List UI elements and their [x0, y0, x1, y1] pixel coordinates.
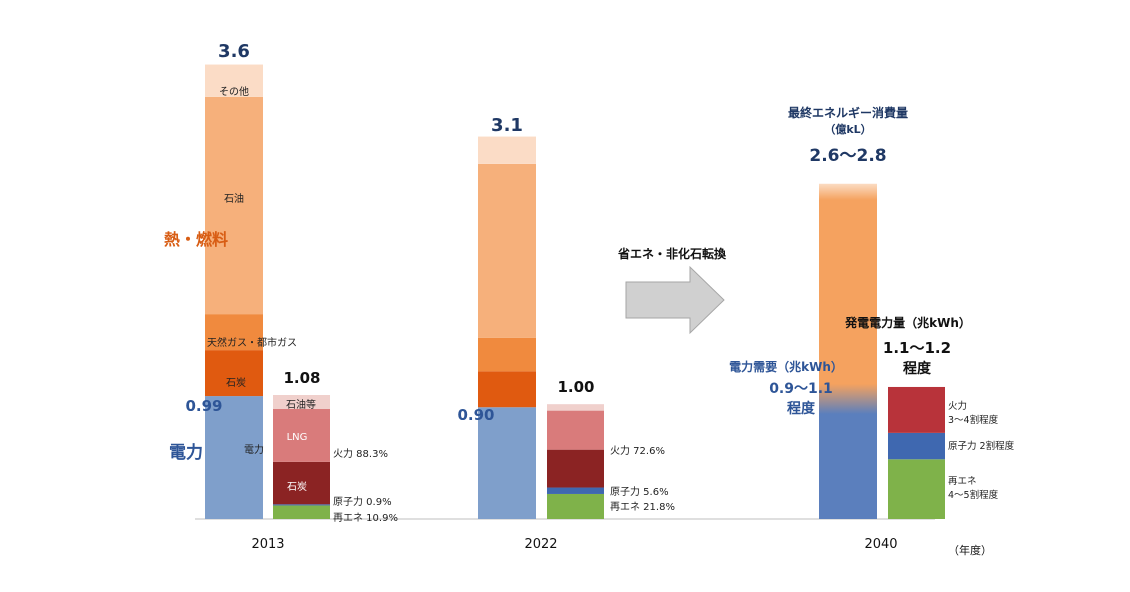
gen-bar-2022-oil: [547, 404, 604, 411]
energy-bar-2022-coal: [478, 371, 536, 408]
share-2022-renewable: 再エネ 21.8%: [610, 501, 675, 513]
heat-fuel-label: 熱・燃料: [164, 230, 228, 249]
demand-2013: 0.99: [185, 397, 222, 415]
total-2013: 3.6: [218, 41, 250, 62]
bar-2040-top-fade: [819, 174, 877, 200]
share-2022-thermal: 火力 72.6%: [610, 444, 665, 457]
energy-bar-2013-coal: [205, 350, 263, 397]
gen-label-coal: 石炭: [287, 481, 307, 493]
demand-title-2040: 電力需要（兆kWh）: [729, 359, 843, 374]
demand-2022: 0.90: [457, 406, 494, 424]
final-energy-bars: [205, 64, 877, 519]
bar-2040-blend: [819, 384, 877, 414]
gen-title-2040: 発電電力量（兆kWh）: [844, 315, 971, 330]
final-energy-title: 最終エネルギー消費量: [788, 105, 908, 120]
gen-total-2013: 1.08: [283, 369, 320, 387]
segment-label-gas: 天然ガス・都市ガス: [207, 336, 297, 349]
share-2013-nuclear: 原子力 0.9%: [333, 495, 392, 508]
share-2022-nuclear: 原子力 5.6%: [610, 485, 669, 498]
share-2013-renewable: 再エネ 10.9%: [333, 512, 398, 524]
segment-label-oil: 石油: [224, 192, 244, 205]
share-2013-thermal: 火力 88.3%: [333, 447, 388, 460]
energy-bar-2013-electricity: [205, 396, 263, 519]
demand-suffix-2040: 程度: [787, 400, 816, 417]
transition-arrow-label: 省エネ・非化石転換: [617, 246, 727, 261]
segment-label-electricity: 電力: [244, 443, 264, 456]
gen-bar-2040-nuclear: [888, 432, 945, 460]
energy-bar-2013-other: [205, 64, 263, 97]
share-2040-thermal-value: 3～4割程度: [948, 414, 999, 426]
energy-bar-2022-oil: [478, 163, 536, 338]
gen-total-2022: 1.00: [557, 378, 594, 396]
electricity-label: 電力: [169, 442, 203, 463]
total-2022: 3.1: [491, 115, 523, 136]
gen-bar-2040-thermal: [888, 386, 945, 433]
power-generation-bars: [273, 386, 945, 519]
gen-bar-2022-renewable: [547, 493, 604, 519]
share-2040-renewable: 再エネ 4～5割程度: [948, 476, 999, 501]
gen-bar-2013-nuclear: [273, 504, 330, 506]
year-2022: 2022: [524, 537, 557, 552]
transition-arrow: [625, 265, 725, 335]
segment-label-coal: 石炭: [226, 377, 246, 389]
gen-bar-2022-nuclear: [547, 487, 604, 494]
gen-bar-2013-lng: [273, 409, 330, 462]
share-2040-nuclear: 原子力 2割程度: [948, 440, 1015, 452]
gen-bar-2022-lng: [547, 410, 604, 450]
gen-bar-2013-oil: [273, 395, 330, 410]
gen-bar-2013-coal: [273, 461, 330, 505]
demand-value-2040: 0.9～1.1: [769, 381, 833, 397]
year-2013: 2013: [251, 537, 284, 552]
energy-bar-2013-gas: [205, 314, 263, 351]
gen-label-lng: LNG: [287, 432, 308, 443]
segment-label-other: その他: [219, 85, 249, 98]
share-2040-thermal: 火力 3～4割程度: [948, 400, 999, 426]
year-unit-label: （年度）: [948, 543, 992, 557]
gen-bar-2040-renewable: [888, 459, 945, 519]
gen-bar-2022-coal: [547, 449, 604, 488]
share-2040-renewable-value: 4～5割程度: [948, 489, 999, 501]
gen-label-oil: 石油等: [286, 398, 316, 411]
final-energy-unit: （億kL）: [824, 122, 871, 136]
energy-bar-2022-electricity: [478, 407, 536, 519]
energy-bar-2040-electricity: [819, 394, 877, 519]
energy-bar-2022-gas: [478, 337, 536, 372]
energy-bar-2013-oil: [205, 96, 263, 315]
gen-suffix-2040: 程度: [903, 360, 932, 377]
energy-bar-2022-other: [478, 136, 536, 164]
total-2040: 2.6～2.8: [809, 146, 886, 166]
gen-value-2040: 1.1～1.2: [883, 339, 951, 357]
year-2040: 2040: [864, 537, 897, 552]
gen-bar-2013-renewable: [273, 505, 330, 519]
energy-bar-2040-heat-fuel: [819, 183, 877, 395]
